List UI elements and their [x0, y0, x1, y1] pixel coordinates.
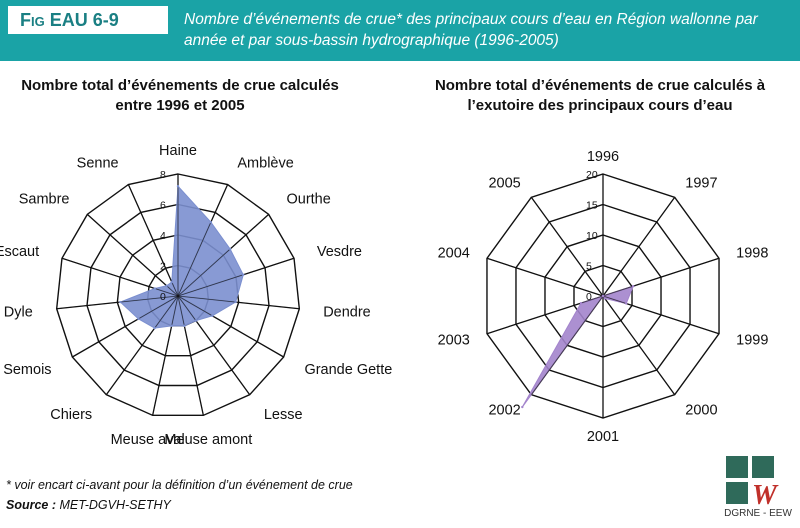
- logo-text: DGRNE - EEW: [724, 508, 792, 519]
- logo-square-2: [752, 456, 774, 478]
- chart1-category-label-13: Sambre: [19, 191, 70, 207]
- figure-number: EAU 6-9: [49, 10, 119, 30]
- chart1-spoke-overlay-10: [72, 295, 179, 358]
- chart1-category-label-10: Semois: [3, 362, 51, 378]
- chart2-category-label-4: 2000: [685, 402, 717, 418]
- chart2-spoke-overlay-4: [602, 295, 676, 395]
- chart1-data-point-9: [153, 326, 156, 330]
- chart1-spoke-overlay-13: [87, 214, 179, 297]
- footnote: * voir encart ci-avant pour la définitio…: [6, 478, 353, 492]
- chart1-data-point-8: [170, 324, 173, 328]
- logo-square-1: [726, 456, 748, 478]
- chart2-category-label-1: 1997: [685, 176, 717, 192]
- chart2-data-point-6: [521, 405, 524, 409]
- chart1-category-label-12: Escaut: [0, 244, 39, 260]
- chart1-spoke-overlay-6: [177, 295, 251, 395]
- chart1-category-label-0: Haine: [159, 143, 197, 159]
- chart1-data-point-4: [234, 300, 237, 304]
- chart1-data-point-5: [211, 314, 214, 318]
- chart2-spoke-overlay-3: [602, 295, 720, 335]
- chart1-spoke-overlay-7: [177, 295, 204, 416]
- chart2-tick-label-2: 10: [586, 230, 598, 242]
- figure-prefix: Fig: [20, 10, 45, 30]
- chart1-grid-ring-4: [55, 173, 301, 417]
- chart2-category-label-3: 1999: [736, 332, 768, 348]
- chart1-spoke-overlay-5: [177, 295, 284, 358]
- chart1-title: Nombre total d’événements de crue calcul…: [21, 77, 339, 114]
- chart1-tick-label-4: 8: [160, 169, 166, 181]
- chart1-data-point-11: [119, 300, 122, 304]
- chart1-category-label-2: Ourthe: [286, 191, 330, 207]
- chart1-spoke-overlay-12: [61, 257, 179, 297]
- chart2-data-point-3: [625, 302, 628, 305]
- chart1-data-point-13: [165, 284, 168, 287]
- chart1-category-label-14: Senne: [77, 156, 119, 172]
- chart2-spoke-overlay-7: [486, 295, 604, 335]
- figure-title: Nombre d’événements de crue* des princip…: [184, 11, 758, 49]
- chart2-tick-label-0: 0: [586, 291, 592, 303]
- chart1-spoke-overlay-3: [177, 257, 295, 297]
- chart2-spoke-overlay-6: [530, 295, 604, 395]
- chart2-data-point-2: [631, 284, 635, 288]
- source-line: Source : MET-DGVH-SETHY: [6, 498, 171, 512]
- chart1-data-point-2: [228, 247, 232, 251]
- chart1-category-label-1: Amblève: [237, 156, 293, 172]
- chart1-spoke-overlay-11: [56, 295, 179, 310]
- chart1-category-label-7: Meuse amont: [164, 432, 252, 448]
- chart2-data-point-4: [603, 297, 606, 300]
- logo-square-3: [726, 482, 748, 504]
- chart2-data-point-7: [579, 301, 583, 305]
- chart2-category-label-5: 2001: [587, 429, 619, 445]
- figure-header: Fig EAU 6-9 Nombre d’événements de crue*…: [0, 0, 800, 61]
- chart1-category-label-6: Lesse: [264, 407, 303, 423]
- figure-number-badge: Fig EAU 6-9: [8, 6, 168, 34]
- chart1-data-point-12: [153, 287, 156, 290]
- chart2-category-label-0: 1996: [587, 149, 619, 165]
- chart1-spoke-overlay-2: [177, 214, 269, 297]
- chart2-spoke-overlay-1: [602, 197, 676, 297]
- chart1-data-point-3: [242, 273, 245, 276]
- chart1-data-point-7: [183, 324, 186, 328]
- chart1-category-label-4: Dendre: [323, 304, 371, 320]
- chart2-spoke-overlay-2: [602, 257, 720, 297]
- chart1-spoke-overlay-9: [105, 295, 179, 395]
- chart1-data-point-10: [137, 317, 140, 321]
- chart1-category-label-8: Meuse aval: [111, 432, 185, 448]
- chart1-spoke-overlay-8: [152, 295, 179, 416]
- chart1-data-point-14: [170, 280, 173, 284]
- dgrne-logo: W DGRNE - EEW: [720, 452, 796, 524]
- chart1-data-point-0: [176, 185, 180, 188]
- chart2-title: Nombre total d’événements de crue calcul…: [434, 77, 766, 114]
- chart1-spoke-overlay-14: [128, 184, 179, 297]
- chart1-category-label-3: Vesdre: [317, 244, 362, 260]
- chart2-category-label-7: 2003: [438, 332, 470, 348]
- chart1-category-label-9: Chiers: [50, 407, 92, 423]
- chart2-category-label-2: 1998: [736, 246, 768, 262]
- chart2-category-label-9: 2005: [488, 176, 520, 192]
- chart1-data-point-6: [194, 319, 198, 322]
- chart2-data-point-9: [601, 294, 605, 298]
- chart1-tick-label-2: 4: [160, 230, 166, 242]
- logo-w-mark: W: [752, 480, 777, 511]
- chart2-tick-label-4: 20: [586, 169, 598, 181]
- chart1-data-area: [119, 184, 244, 329]
- chart1-data-point-1: [209, 220, 213, 224]
- chart1-category-label-5: Grande Gette: [304, 362, 392, 378]
- chart2-tick-label-3: 15: [586, 200, 598, 212]
- chart1-spoke-overlay-4: [177, 295, 300, 310]
- chart2-spoke-overlay-9: [530, 197, 604, 297]
- chart2-category-label-8: 2004: [438, 246, 470, 262]
- chart1-tick-label-1: 2: [160, 261, 166, 273]
- chart1-category-label-11: Dyle: [4, 304, 33, 320]
- chart1-spoke-overlay-1: [177, 184, 228, 297]
- chart2-tick-label-1: 5: [586, 261, 592, 273]
- source-value: MET-DGVH-SETHY: [59, 498, 171, 512]
- chart1-tick-label-0: 0: [160, 291, 166, 303]
- chart1-tick-label-3: 6: [160, 200, 166, 212]
- chart2-category-label-6: 2002: [488, 402, 520, 418]
- source-label: Source :: [6, 498, 57, 512]
- chart2-spoke-overlay-8: [486, 257, 604, 297]
- chart1-grid-ring-3: [86, 203, 270, 387]
